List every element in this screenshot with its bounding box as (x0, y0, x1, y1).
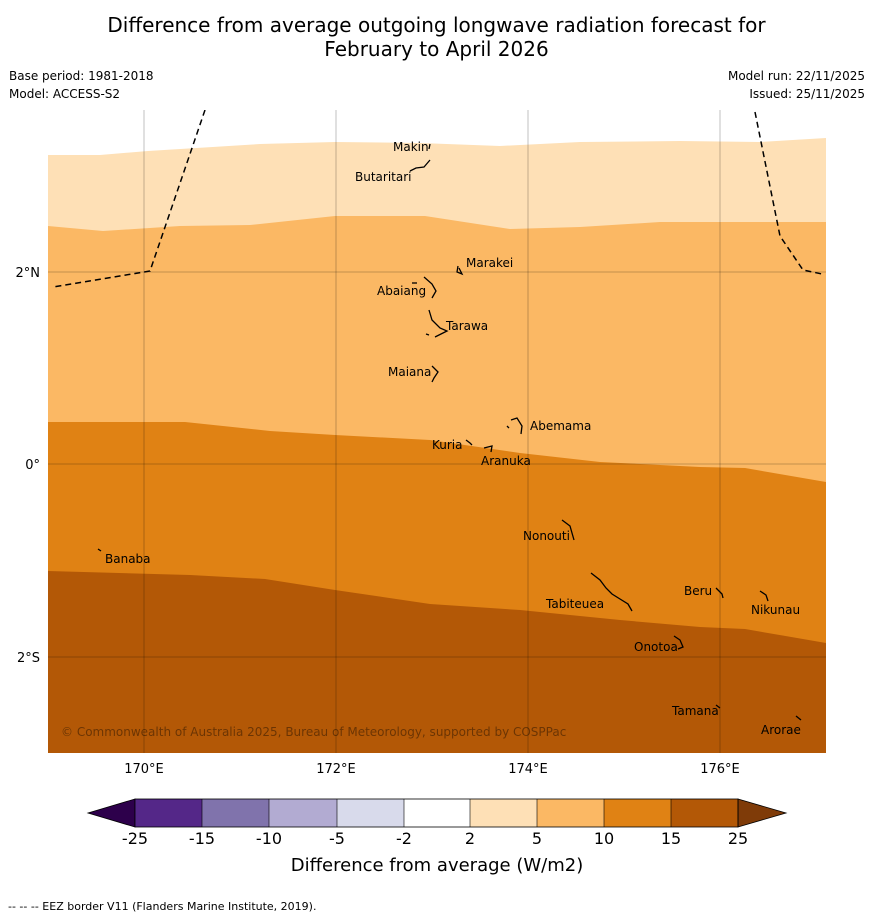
tarawa-outline (428, 309, 449, 338)
maiana-outline (431, 365, 439, 383)
eez-border-east (754, 111, 823, 275)
label-banaba: Banaba (105, 552, 151, 566)
tick-p25: 25 (728, 829, 748, 848)
colorbar-seg-n15-n10 (202, 799, 269, 827)
label-butaritari: Butaritari (355, 170, 412, 184)
meta-left: Base period: 1981-2018 Model: ACCESS-S2 (9, 67, 154, 103)
kuria-outline (465, 439, 473, 446)
colorbar-seg-p15-p25 (671, 799, 738, 827)
colorbar-seg-n5-n2 (337, 799, 404, 827)
lon-label-174e: 174°E (508, 762, 548, 777)
tick-n5: -5 (329, 829, 345, 848)
model-run: Model run: 22/11/2025 (727, 69, 865, 83)
label-tabiteuea: Tabiteuea (545, 597, 604, 611)
colorbar-seg-p2-p5 (470, 799, 537, 827)
base-period: Base period: 1981-2018 (9, 69, 154, 83)
copyright-notice: © Commonwealth of Australia 2025, Bureau… (61, 725, 566, 739)
lon-label-176e: 176°E (700, 762, 740, 777)
tick-p10: 10 (594, 829, 614, 848)
colorbar-ticks: -25 -15 -10 -5 -2 2 5 10 15 25 (122, 829, 748, 848)
label-makin: Makin (393, 140, 429, 154)
arorae-outline (795, 715, 802, 721)
model-name: Model: ACCESS-S2 (9, 87, 121, 101)
colorbar-seg-p10-p15 (604, 799, 671, 827)
abemama-outline (510, 417, 523, 435)
colorbar-above-max (737, 798, 788, 828)
abaiang-outline (423, 276, 437, 299)
eez-border-west (52, 110, 206, 288)
label-beru: Beru (684, 584, 712, 598)
label-abaiang: Abaiang (377, 284, 426, 298)
nonouti-outline (561, 519, 575, 541)
colorbar-dividers (201, 799, 672, 827)
tick-p15: 15 (661, 829, 681, 848)
banaba-outline (97, 548, 102, 552)
colorbar-label: Difference from average (W/m2) (291, 855, 583, 876)
aranuka-outline (483, 445, 493, 453)
tick-p2: 2 (465, 829, 475, 848)
tabiteuea-outline (590, 572, 633, 612)
label-tarawa: Tarawa (445, 319, 488, 333)
label-nonouti: Nonouti (523, 529, 570, 543)
label-kuria: Kuria (432, 438, 463, 452)
onotoa-outline (673, 635, 684, 650)
lat-label-0: 0° (25, 458, 40, 473)
colorbar-seg-n10-n5 (269, 799, 337, 827)
label-tamana: Tamana (671, 704, 719, 718)
label-nikunau: Nikunau (751, 603, 800, 617)
chart-title: Difference from average outgoing longwav… (0, 13, 873, 61)
butaritari-outline (409, 159, 431, 172)
band-neutral (48, 110, 826, 155)
tick-n15: -15 (189, 829, 215, 848)
island-outlines (97, 143, 802, 721)
lat-label-2n: 2°N (16, 266, 41, 281)
colorbar-seg-p5-p10 (537, 799, 604, 827)
tamana-outline (715, 704, 721, 709)
tick-n2: -2 (396, 829, 412, 848)
nikunau-outline (759, 590, 769, 602)
meta-right: Model run: 22/11/2025 Issued: 25/11/2025 (728, 67, 865, 103)
tick-p5: 5 (532, 829, 542, 848)
eez-legend: -- -- -- EEZ border V11 (Flanders Marine… (8, 900, 317, 913)
colorbar-seg-n2-p2 (404, 799, 470, 827)
label-onotoa: Onotoa (634, 640, 678, 654)
label-maiana: Maiana (388, 365, 431, 379)
eez-border (52, 110, 823, 288)
label-arorae: Arorae (761, 723, 801, 737)
issued-date: Issued: 25/11/2025 (749, 87, 865, 101)
colorbar-outline (134, 798, 739, 828)
lat-label-2s: 2°S (17, 651, 40, 666)
tarawa-islet (425, 333, 430, 336)
tick-n10: -10 (256, 829, 282, 848)
lon-label-170e: 170°E (124, 762, 164, 777)
map-area: Makin Butaritari Marakei Abaiang Tarawa … (48, 110, 826, 753)
label-abemama: Abemama (530, 419, 591, 433)
colorbar-seg-n25-n15 (135, 799, 202, 827)
marakei-outline (456, 265, 464, 276)
title-line-1: Difference from average outgoing longwav… (107, 13, 766, 37)
beru-outline (715, 587, 724, 599)
gridlines (48, 110, 826, 753)
colorbar: -25 -15 -10 -5 -2 2 5 10 15 25 Differenc… (86, 798, 788, 876)
abemama-islet (506, 425, 510, 429)
island-labels: Makin Butaritari Marakei Abaiang Tarawa … (105, 140, 801, 737)
makin-outline (428, 143, 431, 150)
title-line-2: February to April 2026 (324, 37, 549, 61)
tick-n25: -25 (122, 829, 148, 848)
axis-labels: 2°N 0° 2°S 170°E 172°E 174°E 176°E (16, 266, 740, 777)
label-aranuka: Aranuka (481, 454, 531, 468)
lon-label-172e: 172°E (316, 762, 356, 777)
label-marakei: Marakei (466, 256, 513, 270)
colorbar-below-min (86, 798, 136, 828)
